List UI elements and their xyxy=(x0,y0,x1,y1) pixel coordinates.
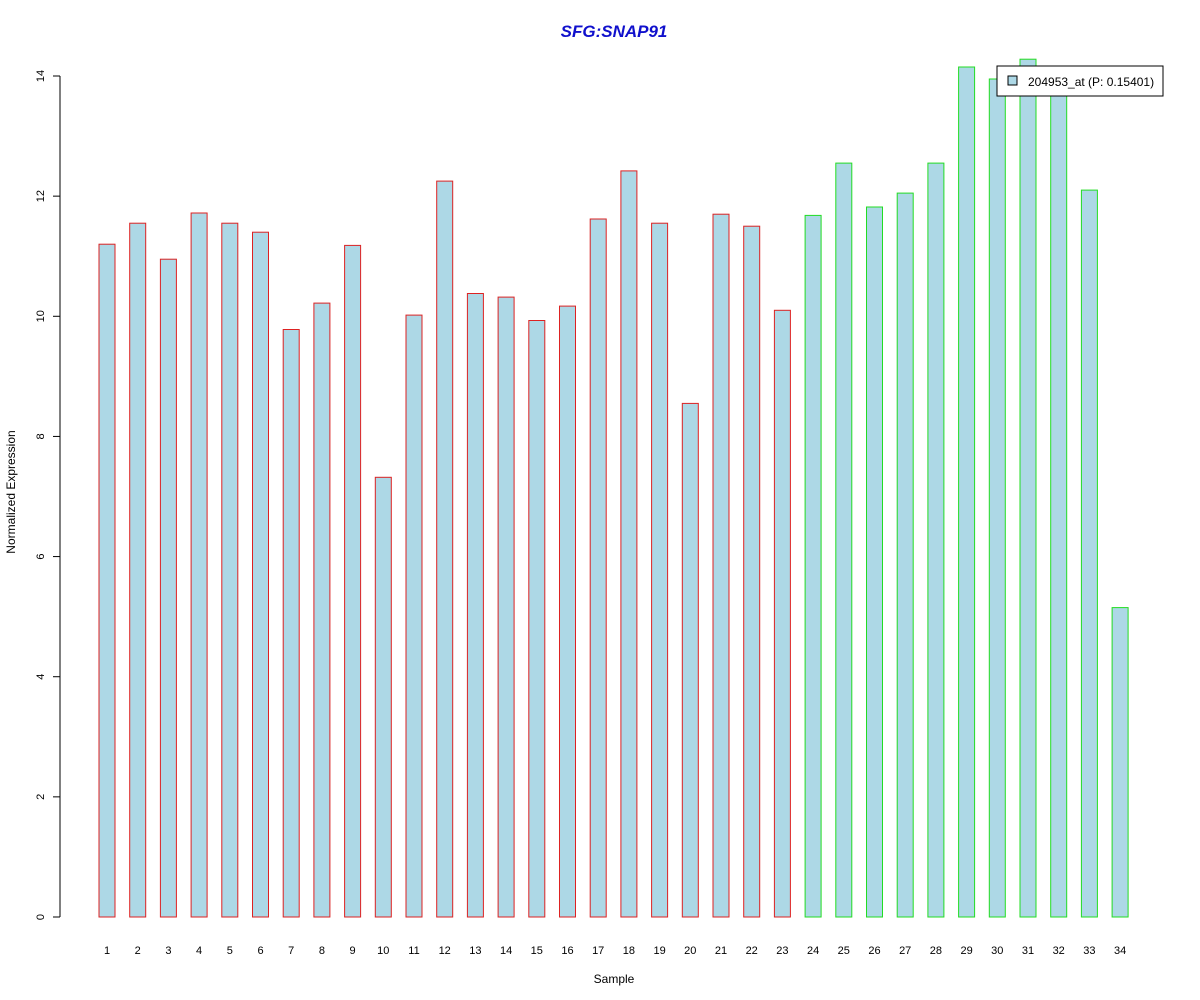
bar-sample-23 xyxy=(773,309,791,918)
y-tick-label: 8 xyxy=(35,433,47,439)
bar-sample-3 xyxy=(159,258,177,918)
x-tick-label: 2 xyxy=(135,945,141,957)
x-tick-label: 3 xyxy=(165,945,171,957)
y-axis: 0 2 4 6 8 10 12 14 xyxy=(35,70,61,920)
bar-sample-25 xyxy=(835,162,853,918)
x-tick-label: 1 xyxy=(104,945,110,957)
x-axis-label: Sample xyxy=(594,972,635,986)
bar-sample-20 xyxy=(681,402,699,918)
bar-sample-21 xyxy=(712,213,730,918)
bar-sample-32 xyxy=(1050,92,1068,918)
bar-sample-1 xyxy=(98,243,116,918)
x-tick-labels: 1 2 3 4 5 6 7 8 9 10 11 12 13 14 15 16 17 18 19 20 21 22 23 24 2… xyxy=(104,945,1126,957)
bars xyxy=(98,58,1129,918)
x-tick-label: 13 xyxy=(469,945,481,957)
x-tick-label: 32 xyxy=(1053,945,1065,957)
legend-box xyxy=(996,65,1164,97)
bar-sample-5 xyxy=(221,222,239,918)
bar-sample-26 xyxy=(866,206,883,918)
bar-sample-22 xyxy=(743,225,761,918)
x-tick-label: 7 xyxy=(288,945,294,957)
bar-sample-11 xyxy=(405,314,423,918)
bar-sample-10 xyxy=(374,476,392,918)
x-tick-label: 16 xyxy=(561,945,573,957)
legend-swatch xyxy=(1007,75,1018,86)
bar-sample-33 xyxy=(1080,189,1098,918)
bar-sample-17 xyxy=(589,218,607,918)
x-tick-label: 19 xyxy=(653,945,665,957)
bar-sample-2 xyxy=(129,222,147,918)
x-tick-label: 18 xyxy=(623,945,635,957)
x-tick-label: 24 xyxy=(807,945,819,957)
bar-sample-18 xyxy=(620,170,638,918)
bar-sample-6 xyxy=(252,231,269,918)
bar-sample-31 xyxy=(1019,58,1037,918)
x-tick-label: 21 xyxy=(715,945,727,957)
x-tick-label: 14 xyxy=(500,945,512,957)
x-tick-label: 29 xyxy=(960,945,972,957)
bar-sample-34 xyxy=(1111,607,1129,918)
y-axis-label: Normalized Expression xyxy=(4,430,18,553)
x-tick-label: 22 xyxy=(746,945,758,957)
x-tick-label: 33 xyxy=(1083,945,1095,957)
bar-sample-4 xyxy=(190,212,208,918)
bar-sample-9 xyxy=(344,244,362,918)
x-tick-label: 15 xyxy=(531,945,543,957)
x-tick-label: 28 xyxy=(930,945,942,957)
x-tick-label: 4 xyxy=(196,945,202,957)
legend-entry-label: 204953_at (P: 0.15401) xyxy=(1028,75,1154,89)
y-tick-label: 2 xyxy=(35,794,47,800)
bar-sample-7 xyxy=(282,329,300,918)
x-tick-label: 5 xyxy=(227,945,233,957)
x-tick-label: 34 xyxy=(1114,945,1126,957)
x-tick-label: 8 xyxy=(319,945,325,957)
bar-sample-14 xyxy=(497,296,515,918)
bar-sample-15 xyxy=(528,320,546,918)
y-tick-label: 14 xyxy=(35,70,47,82)
bar-sample-19 xyxy=(651,222,669,918)
y-tick-label: 4 xyxy=(35,674,47,680)
x-tick-label: 25 xyxy=(838,945,850,957)
x-tick-label: 11 xyxy=(408,945,419,957)
bar-sample-8 xyxy=(313,302,331,918)
x-tick-label: 17 xyxy=(592,945,604,957)
x-tick-label: 31 xyxy=(1022,945,1034,957)
legend: 204953_at (P: 0.15401) xyxy=(996,65,1164,97)
bar-sample-27 xyxy=(896,192,914,918)
x-tick-label: 10 xyxy=(377,945,389,957)
y-tick-label: 10 xyxy=(35,310,47,322)
bar-sample-12 xyxy=(436,180,454,918)
y-tick-label: 0 xyxy=(35,914,47,920)
x-tick-label: 12 xyxy=(439,945,451,957)
x-tick-label: 30 xyxy=(991,945,1003,957)
x-tick-label: 6 xyxy=(257,945,263,957)
x-tick-label: 9 xyxy=(350,945,356,957)
x-tick-label: 26 xyxy=(868,945,880,957)
y-tick-label: 6 xyxy=(35,554,47,560)
bar-sample-16 xyxy=(559,305,576,918)
x-tick-label: 23 xyxy=(776,945,788,957)
bar-sample-24 xyxy=(804,214,822,918)
bar-sample-28 xyxy=(927,162,945,918)
x-tick-label: 20 xyxy=(684,945,696,957)
bar-sample-30 xyxy=(988,78,1006,918)
y-tick-label: 12 xyxy=(35,190,47,202)
bar-sample-29 xyxy=(958,66,976,918)
chart-title: SFG:SNAP91 xyxy=(561,22,668,41)
bar-sample-13 xyxy=(466,293,484,918)
x-tick-label: 27 xyxy=(899,945,911,957)
